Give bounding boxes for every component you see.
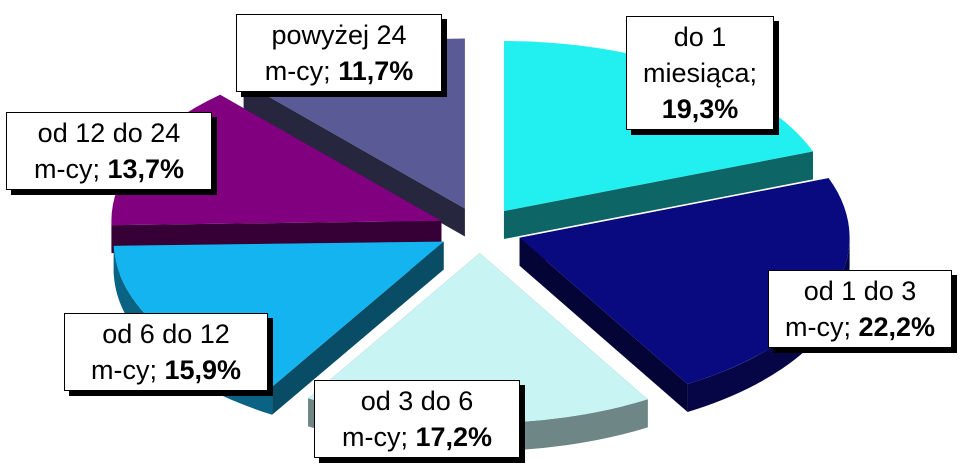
data-label-s6: powyżej 24 m-cy; 11,7% xyxy=(236,14,442,92)
label-value: 19,3% xyxy=(661,94,739,124)
label-line: m-cy; xyxy=(33,154,100,184)
pie-slice-top-s2 xyxy=(519,178,850,385)
label-line: powyżej 24 xyxy=(271,20,407,50)
label-line-2: m-cy; 17,2% xyxy=(321,419,513,455)
label-line: do 1 xyxy=(673,22,727,52)
label-line-2: m-cy; 13,7% xyxy=(13,151,205,187)
pie-slice-s4 xyxy=(113,241,444,415)
data-label-s5: od 12 do 24 m-cy; 13,7% xyxy=(6,112,212,190)
label-line: miesiąca; xyxy=(642,58,758,88)
label-line: m-cy; xyxy=(264,56,331,86)
label-value: 11,7% xyxy=(338,56,414,86)
label-value: 17,2% xyxy=(415,422,493,452)
label-line-2: m-cy; 11,7% xyxy=(243,53,435,89)
label-line: m-cy; xyxy=(341,422,408,452)
data-label-s2: od 1 do 3 m-cy; 22,2% xyxy=(768,270,952,348)
data-label-s4: od 6 do 12 m-cy; 15,9% xyxy=(64,313,268,391)
label-line: od 6 do 12 xyxy=(102,319,230,349)
label-value: 15,9% xyxy=(164,355,242,385)
label-line: od 3 do 6 xyxy=(360,386,474,416)
label-line: od 1 do 3 xyxy=(803,276,917,306)
label-line-2: m-cy; 15,9% xyxy=(71,352,261,388)
data-label-s3: od 3 do 6 m-cy; 17,2% xyxy=(314,380,520,458)
label-value: 22,2% xyxy=(858,312,936,342)
label-line-2: m-cy; 22,2% xyxy=(775,309,945,345)
label-line: m-cy; xyxy=(90,355,157,385)
label-value: 13,7% xyxy=(107,154,185,184)
label-line: m-cy; xyxy=(784,312,851,342)
label-line: od 12 do 24 xyxy=(37,118,181,148)
data-label-s1: do 1 miesiąca; 19,3% xyxy=(626,16,774,130)
